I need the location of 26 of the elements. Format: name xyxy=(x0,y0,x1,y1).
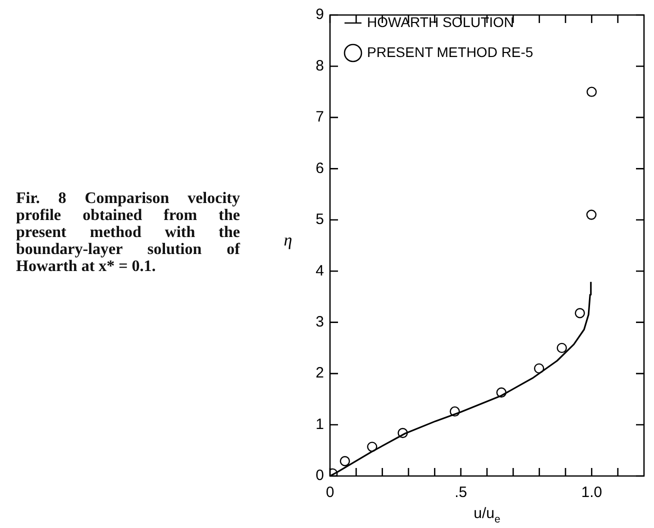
y-axis-title: η xyxy=(284,230,292,250)
point xyxy=(586,210,597,220)
x-tick-label: .5 xyxy=(454,484,468,502)
y-tick-label: 5 xyxy=(316,211,324,228)
x-tick-label: 1.0 xyxy=(581,484,602,502)
y-tick-label: 2 xyxy=(316,364,324,382)
point xyxy=(496,387,506,398)
y-tick-label: 0 xyxy=(316,467,324,484)
text: Fir. 8 Comparison velocity profile obtained from the present method with the boundary-layer solution of Howarth at x* = 0.1. xyxy=(16,190,240,275)
point xyxy=(450,406,460,417)
y-tick-label: 8 xyxy=(316,57,324,74)
point xyxy=(586,86,597,97)
point xyxy=(367,442,378,452)
point xyxy=(556,342,567,354)
y-tick-label: 6 xyxy=(316,160,324,177)
y-tick-label: 9 xyxy=(316,6,324,24)
y-tick-label: 3 xyxy=(316,313,324,330)
point xyxy=(398,428,408,438)
point xyxy=(340,456,350,466)
y-tick-label: 1 xyxy=(316,416,324,433)
y-tick-label: 4 xyxy=(316,262,324,280)
y-tick-label: 7 xyxy=(316,108,324,126)
point xyxy=(534,363,544,374)
legend-label: HOWARTH SOLUTION xyxy=(367,14,514,30)
point xyxy=(574,308,585,318)
legend-label: PRESENT METHOD RE-5 xyxy=(367,44,534,60)
